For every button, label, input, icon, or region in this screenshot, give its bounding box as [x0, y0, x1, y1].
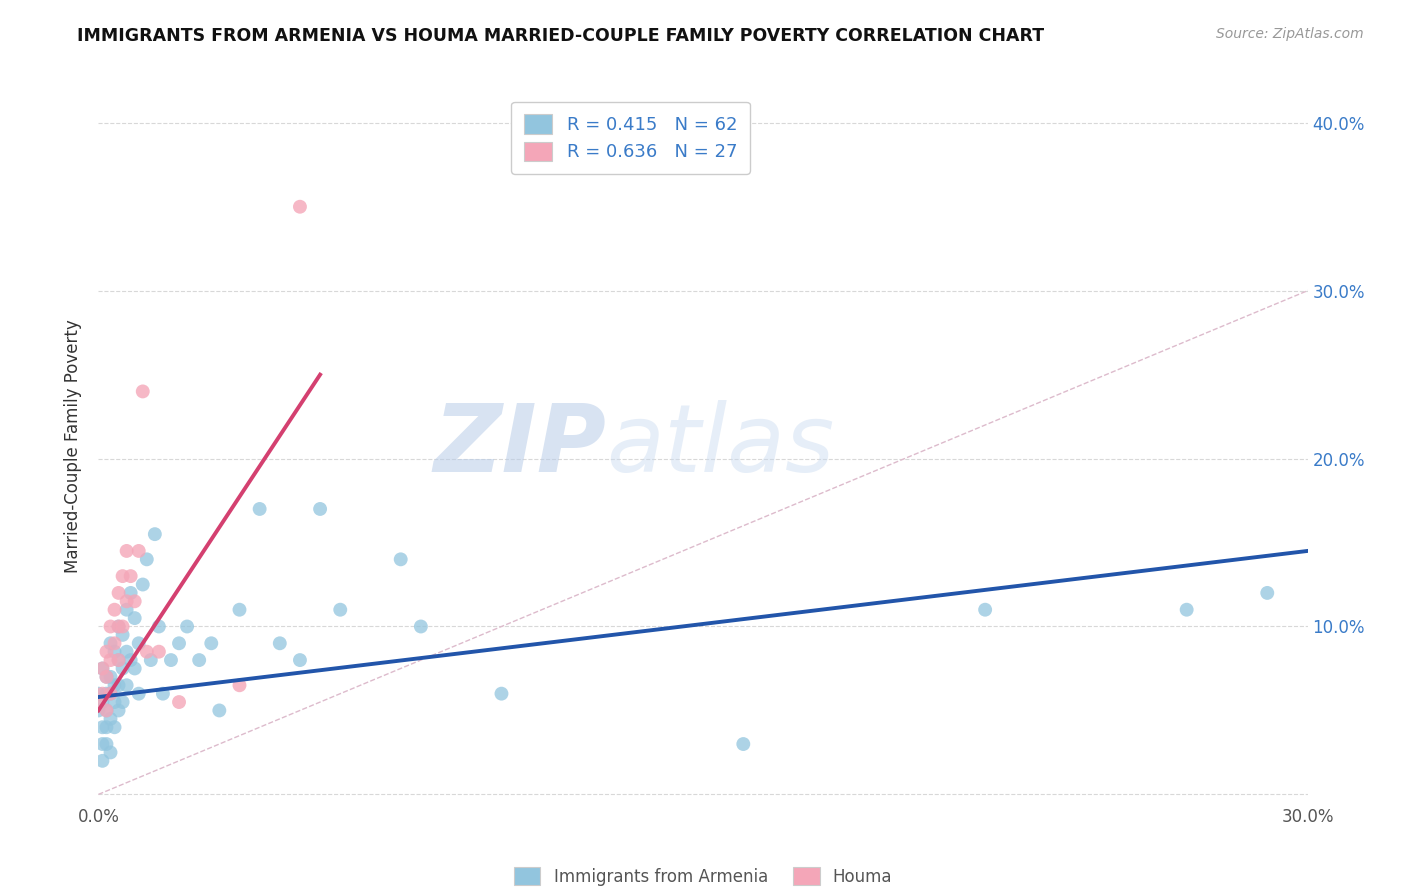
Point — [733, 737, 755, 751]
Legend: Immigrants from Armenia, Houma: Immigrants from Armenia, Houma — [501, 854, 905, 892]
Text: IMMIGRANTS FROM ARMENIA VS HOUMA MARRIED-COUPLE FAMILY POVERTY CORRELATION CHART: IMMIGRANTS FROM ARMENIA VS HOUMA MARRIED… — [77, 27, 1045, 45]
Point — [139, 653, 162, 667]
Point — [103, 603, 125, 617]
Point — [152, 687, 174, 701]
Point — [100, 670, 122, 684]
Point — [208, 703, 231, 717]
Point — [91, 720, 114, 734]
Point — [124, 661, 146, 675]
Point — [100, 712, 122, 726]
Point — [111, 661, 134, 675]
Point — [115, 594, 138, 608]
Point — [167, 695, 190, 709]
Point — [96, 670, 118, 684]
Point — [100, 746, 122, 760]
Text: ZIP: ZIP — [433, 400, 606, 492]
Point — [100, 687, 122, 701]
Point — [228, 678, 250, 692]
Point — [91, 754, 114, 768]
Point — [176, 619, 198, 633]
Point — [87, 687, 110, 701]
Point — [103, 695, 125, 709]
Point — [228, 603, 250, 617]
Point — [124, 611, 146, 625]
Point — [103, 645, 125, 659]
Point — [288, 653, 311, 667]
Point — [135, 552, 157, 566]
Point — [124, 594, 146, 608]
Point — [107, 678, 129, 692]
Point — [148, 645, 170, 659]
Point — [107, 653, 129, 667]
Point — [115, 678, 138, 692]
Y-axis label: Married-Couple Family Poverty: Married-Couple Family Poverty — [65, 319, 83, 573]
Point — [91, 687, 114, 701]
Point — [111, 628, 134, 642]
Point — [132, 384, 155, 399]
Point — [1175, 603, 1198, 617]
Point — [91, 661, 114, 675]
Point — [91, 737, 114, 751]
Point — [96, 687, 118, 701]
Point — [103, 678, 125, 692]
Point — [107, 653, 129, 667]
Point — [111, 619, 134, 633]
Point — [96, 720, 118, 734]
Point — [96, 703, 118, 717]
Point — [100, 687, 122, 701]
Text: Source: ZipAtlas.com: Source: ZipAtlas.com — [1216, 27, 1364, 41]
Point — [143, 527, 166, 541]
Point — [87, 695, 110, 709]
Point — [107, 619, 129, 633]
Point — [269, 636, 291, 650]
Point — [128, 544, 150, 558]
Point — [148, 619, 170, 633]
Point — [491, 687, 513, 701]
Point — [1256, 586, 1278, 600]
Point — [115, 603, 138, 617]
Point — [91, 695, 114, 709]
Point — [200, 636, 222, 650]
Point — [111, 569, 134, 583]
Point — [96, 703, 118, 717]
Point — [188, 653, 211, 667]
Point — [249, 502, 271, 516]
Point — [128, 636, 150, 650]
Point — [120, 653, 142, 667]
Point — [96, 670, 118, 684]
Point — [135, 645, 157, 659]
Text: atlas: atlas — [606, 401, 835, 491]
Point — [107, 619, 129, 633]
Point — [111, 695, 134, 709]
Point — [128, 687, 150, 701]
Point — [103, 636, 125, 650]
Point — [96, 737, 118, 751]
Point — [103, 720, 125, 734]
Point — [409, 619, 432, 633]
Point — [167, 636, 190, 650]
Point — [100, 636, 122, 650]
Point — [309, 502, 332, 516]
Point — [115, 544, 138, 558]
Point — [87, 703, 110, 717]
Point — [132, 577, 155, 591]
Point — [329, 603, 352, 617]
Point — [107, 703, 129, 717]
Point — [100, 619, 122, 633]
Point — [974, 603, 997, 617]
Point — [120, 586, 142, 600]
Point — [288, 200, 311, 214]
Point — [389, 552, 412, 566]
Point — [160, 653, 183, 667]
Point — [100, 653, 122, 667]
Point — [115, 645, 138, 659]
Point — [120, 569, 142, 583]
Point — [96, 645, 118, 659]
Point — [107, 586, 129, 600]
Point — [91, 661, 114, 675]
